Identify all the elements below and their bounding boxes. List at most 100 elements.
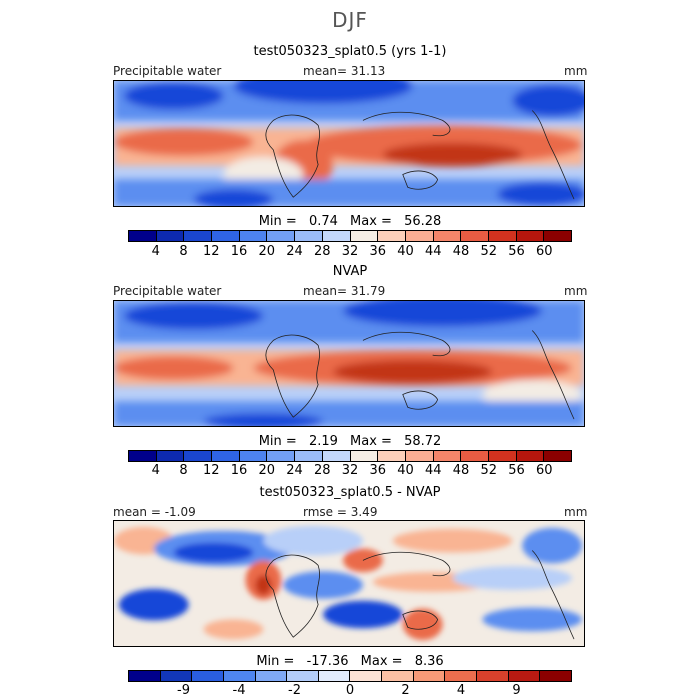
colorbar-tick-label: -2 xyxy=(288,683,301,698)
colorbar-tick-label: 32 xyxy=(341,463,359,478)
colorbar-swatch xyxy=(382,671,414,681)
colorbar-tick-label: 12 xyxy=(202,244,220,259)
panel-2-units-label: mm xyxy=(564,284,588,298)
colorbar-swatch xyxy=(461,231,489,241)
colorbar-tick-label: 56 xyxy=(508,244,525,259)
colorbar-tick-label: 8 xyxy=(179,463,188,478)
colorbar-tick-label: 40 xyxy=(397,463,414,478)
colorbar-tick-label: -4 xyxy=(232,683,246,698)
colorbar-swatch xyxy=(156,231,185,241)
colorbar-tick-label: 0 xyxy=(345,683,355,698)
panel-3-units-label: mm xyxy=(564,505,588,519)
panel-3-colorbar-ticks: -9 -4 -2 0 2 4 9 xyxy=(128,683,572,698)
panel-3-max-value: 8.36 xyxy=(414,654,444,669)
panel-2-colorbar xyxy=(128,450,572,462)
colorbar-swatch xyxy=(477,671,509,681)
colorbar-swatch xyxy=(295,451,323,461)
colorbar-tick-label: 8 xyxy=(179,244,188,259)
panel-2-min-value: 2.19 xyxy=(308,434,338,449)
panel-3-minmax: Min = -17.36 Max = 8.36 xyxy=(0,654,700,669)
panel-2-map xyxy=(113,300,585,427)
panel-2-title: NVAP xyxy=(332,264,368,279)
colorbar-swatch xyxy=(129,231,157,241)
panel-2-max-value: 58.72 xyxy=(404,434,442,449)
colorbar-swatch xyxy=(322,231,351,241)
colorbar-swatch xyxy=(350,671,383,681)
panel-2-colorbar-ticks: 4 8 12 16 20 24 28 32 36 40 44 48 52 56 60 xyxy=(128,463,572,478)
colorbar-swatch xyxy=(350,231,379,241)
colorbar-swatch xyxy=(322,451,351,461)
colorbar-swatch xyxy=(378,231,406,241)
colorbar-swatch xyxy=(405,231,434,241)
colorbar-swatch xyxy=(445,671,478,681)
colorbar-tick-label: 20 xyxy=(258,244,276,259)
colorbar-tick-label: 36 xyxy=(369,244,387,259)
panel-1-max-label: Max = xyxy=(350,214,392,229)
colorbar-tick-label: 20 xyxy=(258,463,276,478)
panel-3-title: test050323_splat0.5 - NVAP xyxy=(259,485,441,500)
panel-2-map-field xyxy=(114,301,584,426)
panel-2-mean-label: mean= 31.79 xyxy=(303,284,386,298)
colorbar-swatch xyxy=(378,451,406,461)
panel-3-min-value: -17.36 xyxy=(306,654,349,669)
panel-3-max-label: Max = xyxy=(360,654,403,669)
colorbar-tick-label: 4 xyxy=(151,463,160,478)
panel-1-colorbar xyxy=(128,230,572,242)
colorbar-tick-label: 36 xyxy=(369,463,387,478)
panel-1-colorbar-ticks: 4 8 12 16 20 24 28 32 36 40 44 48 52 56 60 xyxy=(128,244,572,259)
colorbar-swatch xyxy=(212,231,240,241)
colorbar-swatch xyxy=(350,451,379,461)
panel-3-rmse-label: rmse = 3.49 xyxy=(303,505,378,519)
colorbar-swatch xyxy=(129,451,157,461)
colorbar-swatch xyxy=(544,451,571,461)
colorbar-swatch xyxy=(540,671,571,681)
panel-3-map xyxy=(113,520,585,647)
colorbar-tick-label: 52 xyxy=(480,463,498,478)
colorbar-tick-label: 28 xyxy=(313,463,331,478)
colorbar-swatch xyxy=(405,451,434,461)
colorbar-tick-label: 32 xyxy=(341,244,359,259)
colorbar-swatch xyxy=(160,671,193,681)
colorbar-swatch xyxy=(287,671,319,681)
colorbar-tick-label: 44 xyxy=(424,463,442,478)
colorbar-swatch xyxy=(488,231,517,241)
colorbar-tick-label: -9 xyxy=(177,683,190,698)
colorbar-swatch xyxy=(318,671,351,681)
colorbar-tick-label: 48 xyxy=(452,463,470,478)
colorbar-tick-label: 40 xyxy=(397,244,414,259)
colorbar-tick-label: 16 xyxy=(230,463,248,478)
season-title: DJF xyxy=(332,8,368,32)
colorbar-tick-label: 56 xyxy=(508,463,525,478)
panel-2-min-label: Min = xyxy=(258,434,297,449)
panel-1-min-value: 0.74 xyxy=(308,214,338,229)
panel-1-max-value: 56.28 xyxy=(404,214,442,229)
colorbar-swatch xyxy=(255,671,288,681)
colorbar-tick-label: 60 xyxy=(535,244,553,259)
colorbar-swatch xyxy=(223,671,256,681)
colorbar-swatch xyxy=(184,451,213,461)
panel-3-min-label: Min = xyxy=(256,654,295,669)
colorbar-tick-label: 16 xyxy=(230,244,248,259)
colorbar-swatch xyxy=(239,451,268,461)
colorbar-swatch xyxy=(516,231,545,241)
colorbar-tick-label: 60 xyxy=(535,463,553,478)
panel-1-map-field xyxy=(114,81,584,206)
panel-1-units-label: mm xyxy=(564,64,588,78)
colorbar-tick-label: 24 xyxy=(286,463,303,478)
colorbar-swatch xyxy=(212,451,240,461)
colorbar-swatch xyxy=(433,451,462,461)
panel-2-minmax: Min = 2.19 Max = 58.72 xyxy=(0,434,700,449)
colorbar-swatch xyxy=(295,231,323,241)
panel-1-min-label: Min = xyxy=(258,214,297,229)
colorbar-swatch xyxy=(156,451,185,461)
panel-1-title: test050323_splat0.5 (yrs 1-1) xyxy=(253,44,447,59)
colorbar-tick-label: 4 xyxy=(151,244,160,259)
colorbar-tick-label: 4 xyxy=(456,683,466,698)
colorbar-swatch xyxy=(413,671,446,681)
colorbar-tick-label: 24 xyxy=(286,244,303,259)
colorbar-tick-label: 48 xyxy=(452,244,470,259)
panel-2-variable-label: Precipitable water xyxy=(113,284,222,298)
colorbar-swatch xyxy=(516,451,545,461)
colorbar-swatch xyxy=(461,451,489,461)
colorbar-swatch xyxy=(129,671,161,681)
